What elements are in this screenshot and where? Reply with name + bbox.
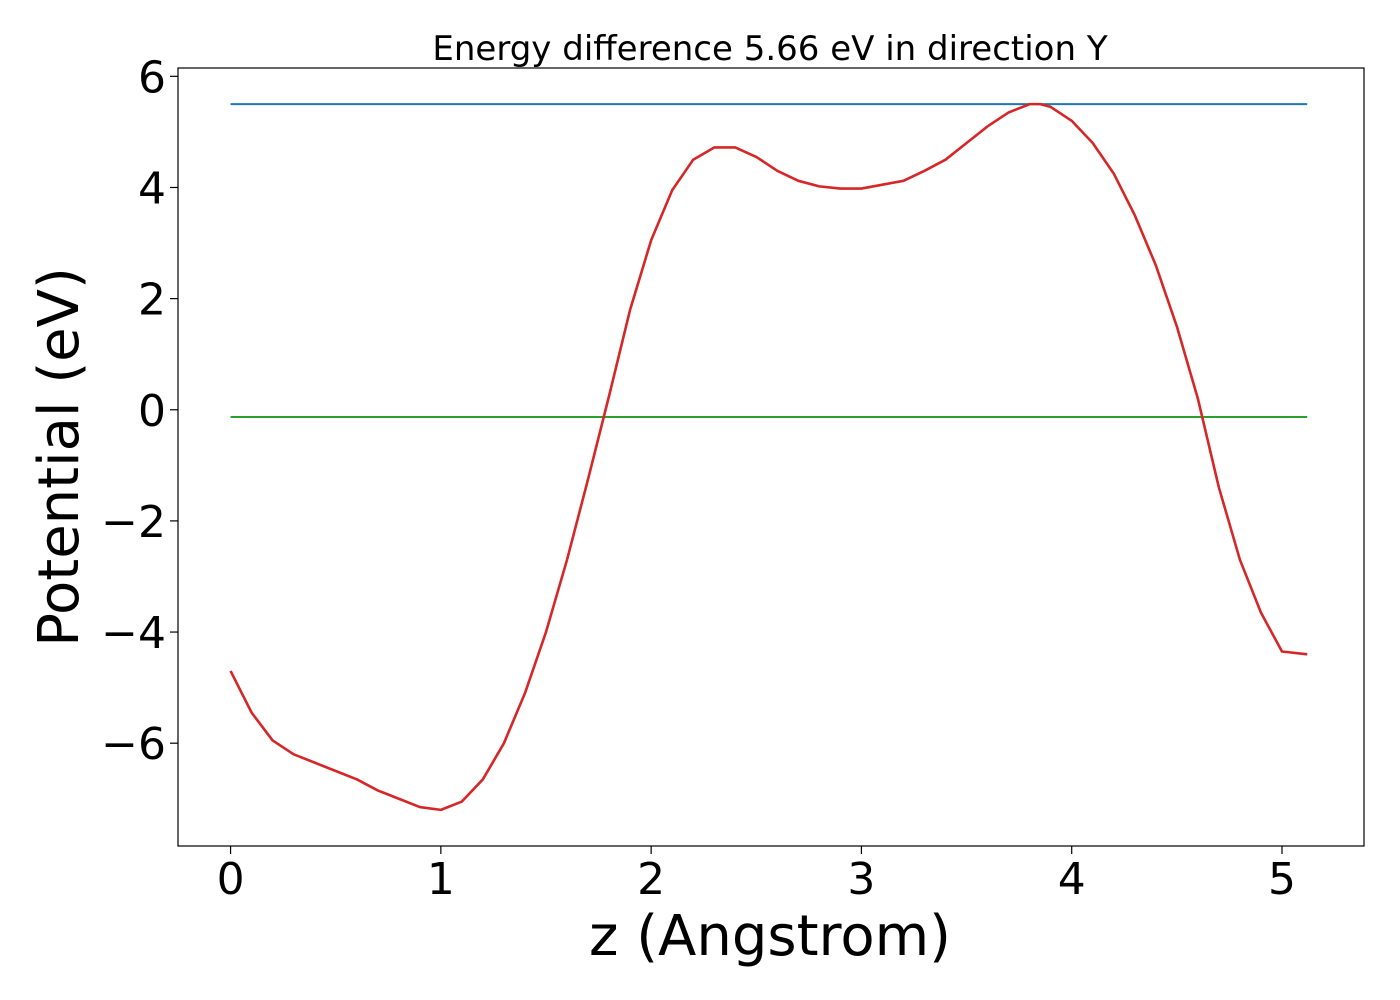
chart-title: Energy difference 5.66 eV in direction Y	[432, 29, 1107, 69]
x-tick-label: 5	[1268, 854, 1296, 905]
y-tick-label: −2	[101, 497, 166, 548]
x-tick-label: 4	[1058, 854, 1086, 905]
x-tick-label: 0	[217, 854, 245, 905]
plot-frame	[177, 67, 1365, 847]
series-line-3	[229, 102, 1308, 812]
x-tick-label: 2	[637, 854, 665, 905]
y-tick-label: 6	[138, 52, 166, 103]
x-tick-label: 3	[847, 854, 875, 905]
y-tick-label: 0	[138, 386, 166, 437]
y-tick-label: −4	[101, 608, 166, 659]
y-tick-label: 2	[138, 275, 166, 326]
series-layer	[229, 102, 1308, 812]
x-axis-title: z (Angstrom)	[589, 904, 951, 969]
y-tick-label: 4	[138, 163, 166, 214]
x-tick-label: 1	[427, 854, 455, 905]
y-tick-label: −6	[101, 719, 166, 770]
y-axis-title: Potential (eV)	[27, 267, 92, 647]
ticks-layer: 0 1 2 3 4 5 −6 −4 −2 0 2 4 6	[101, 52, 1296, 905]
